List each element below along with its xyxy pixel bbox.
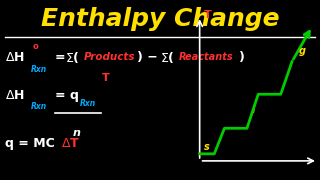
Text: ) −: ) − — [137, 51, 158, 64]
Text: T: T — [204, 10, 212, 20]
Text: s: s — [204, 142, 210, 152]
Text: n: n — [73, 128, 81, 138]
Text: o: o — [32, 42, 38, 51]
Text: Rxn: Rxn — [31, 65, 47, 74]
Text: $\Sigma$(: $\Sigma$( — [65, 50, 80, 65]
Text: $\Delta$H: $\Delta$H — [4, 89, 24, 102]
Text: Rxn: Rxn — [31, 102, 47, 111]
Text: $\Delta$T: $\Delta$T — [61, 137, 80, 150]
Text: = q: = q — [55, 89, 78, 102]
Text: T: T — [102, 73, 110, 84]
Text: q = MC: q = MC — [4, 137, 54, 150]
Text: =: = — [55, 51, 65, 64]
Text: ): ) — [239, 51, 245, 64]
Text: $\Sigma$(: $\Sigma$( — [160, 50, 175, 65]
Text: Reactants: Reactants — [179, 52, 234, 62]
Text: Enthalpy Change: Enthalpy Change — [41, 7, 279, 31]
Text: Products: Products — [84, 52, 135, 62]
Text: Rxn: Rxn — [80, 99, 96, 108]
Text: l: l — [252, 105, 255, 115]
Text: g: g — [299, 46, 306, 56]
Text: $\Delta$H: $\Delta$H — [4, 51, 24, 64]
